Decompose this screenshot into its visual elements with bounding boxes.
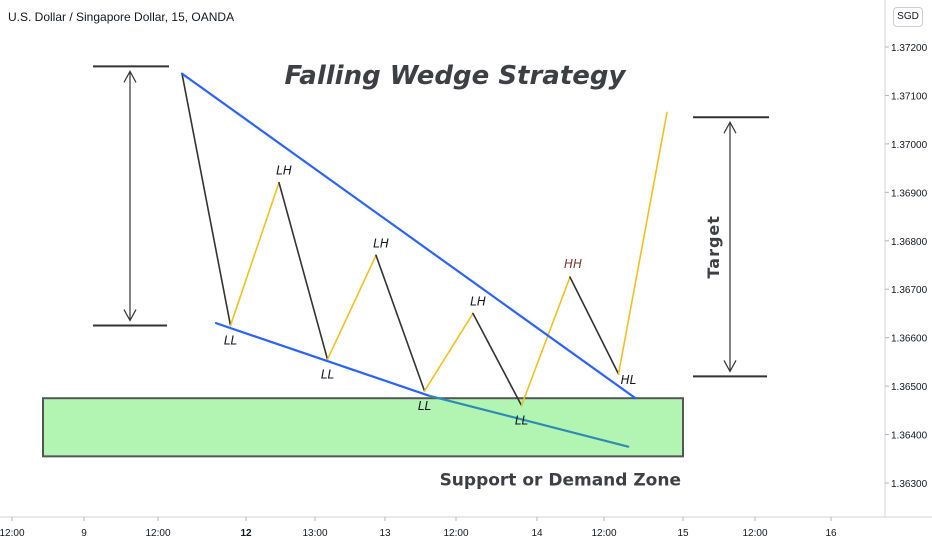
- swing-label-ll: LL: [418, 399, 431, 413]
- measure-arrowhead-down: [123, 309, 137, 322]
- symbol-title: U.S. Dollar / Singapore Dollar, 15, OAND…: [8, 10, 235, 24]
- price-tick-label: 1.36900: [891, 188, 928, 199]
- time-tick-label: 13: [379, 528, 391, 539]
- bullish-leg: [617, 111, 668, 375]
- wedge-lower-trendline: [214, 322, 431, 397]
- price-tick-label: 1.37200: [891, 43, 928, 54]
- bearish-leg: [278, 181, 329, 361]
- bearish-leg: [375, 254, 426, 392]
- swing-label-hl: HL: [621, 373, 637, 387]
- time-tick-label: 12:00: [591, 528, 616, 539]
- time-tick-label: 13:00: [302, 528, 327, 539]
- swing-label-ll: LL: [224, 334, 237, 348]
- time-tick-label: 12:00: [443, 528, 468, 539]
- swing-label-lh: LH: [373, 236, 389, 250]
- swing-label-lh: LH: [470, 294, 486, 308]
- swing-label-ll: LL: [515, 413, 528, 427]
- price-tick-label: 1.36700: [891, 285, 928, 296]
- bearish-leg: [472, 312, 523, 407]
- price-tick-label: 1.36300: [891, 479, 928, 490]
- time-tick-label: 9: [81, 528, 87, 539]
- swing-label-hh: HH: [564, 257, 582, 271]
- time-tick-label: 12:00: [0, 528, 25, 539]
- chart-title: Falling Wedge Strategy: [285, 61, 627, 91]
- measure-arrowhead-up: [723, 120, 737, 134]
- support-zone-label: Support or Demand Zone: [440, 470, 681, 490]
- time-tick-label: 15: [677, 528, 689, 539]
- bullish-leg: [326, 254, 377, 361]
- swing-label-ll: LL: [321, 367, 334, 381]
- time-tick-label: 12: [240, 528, 252, 539]
- bearish-leg: [181, 72, 232, 327]
- bearish-leg: [569, 276, 620, 375]
- measure-arrowhead-up: [123, 70, 137, 83]
- price-tick-label: 1.37000: [891, 140, 928, 151]
- price-tick-label: 1.36500: [891, 382, 928, 393]
- time-tick-label: 14: [531, 528, 543, 539]
- wedge-lower-extension: [428, 394, 630, 448]
- target-label: Target: [704, 215, 723, 278]
- price-tick-label: 1.37100: [891, 91, 928, 102]
- time-tick-label: 16: [825, 528, 837, 539]
- time-tick-label: 12:00: [145, 528, 170, 539]
- time-tick-label: 12:00: [742, 528, 767, 539]
- swing-label-lh: LH: [276, 164, 292, 178]
- price-tick-label: 1.36800: [891, 237, 928, 248]
- support-zone-rect: [42, 397, 684, 458]
- bullish-leg: [423, 312, 474, 392]
- measure-arrowhead-down: [723, 360, 737, 373]
- currency-badge[interactable]: SGD: [893, 7, 923, 27]
- bullish-leg: [520, 276, 571, 407]
- price-tick-label: 1.36600: [891, 334, 928, 345]
- bullish-leg: [229, 181, 280, 327]
- wedge-upper-trendline: [180, 72, 637, 400]
- price-tick-label: 1.36400: [891, 431, 928, 442]
